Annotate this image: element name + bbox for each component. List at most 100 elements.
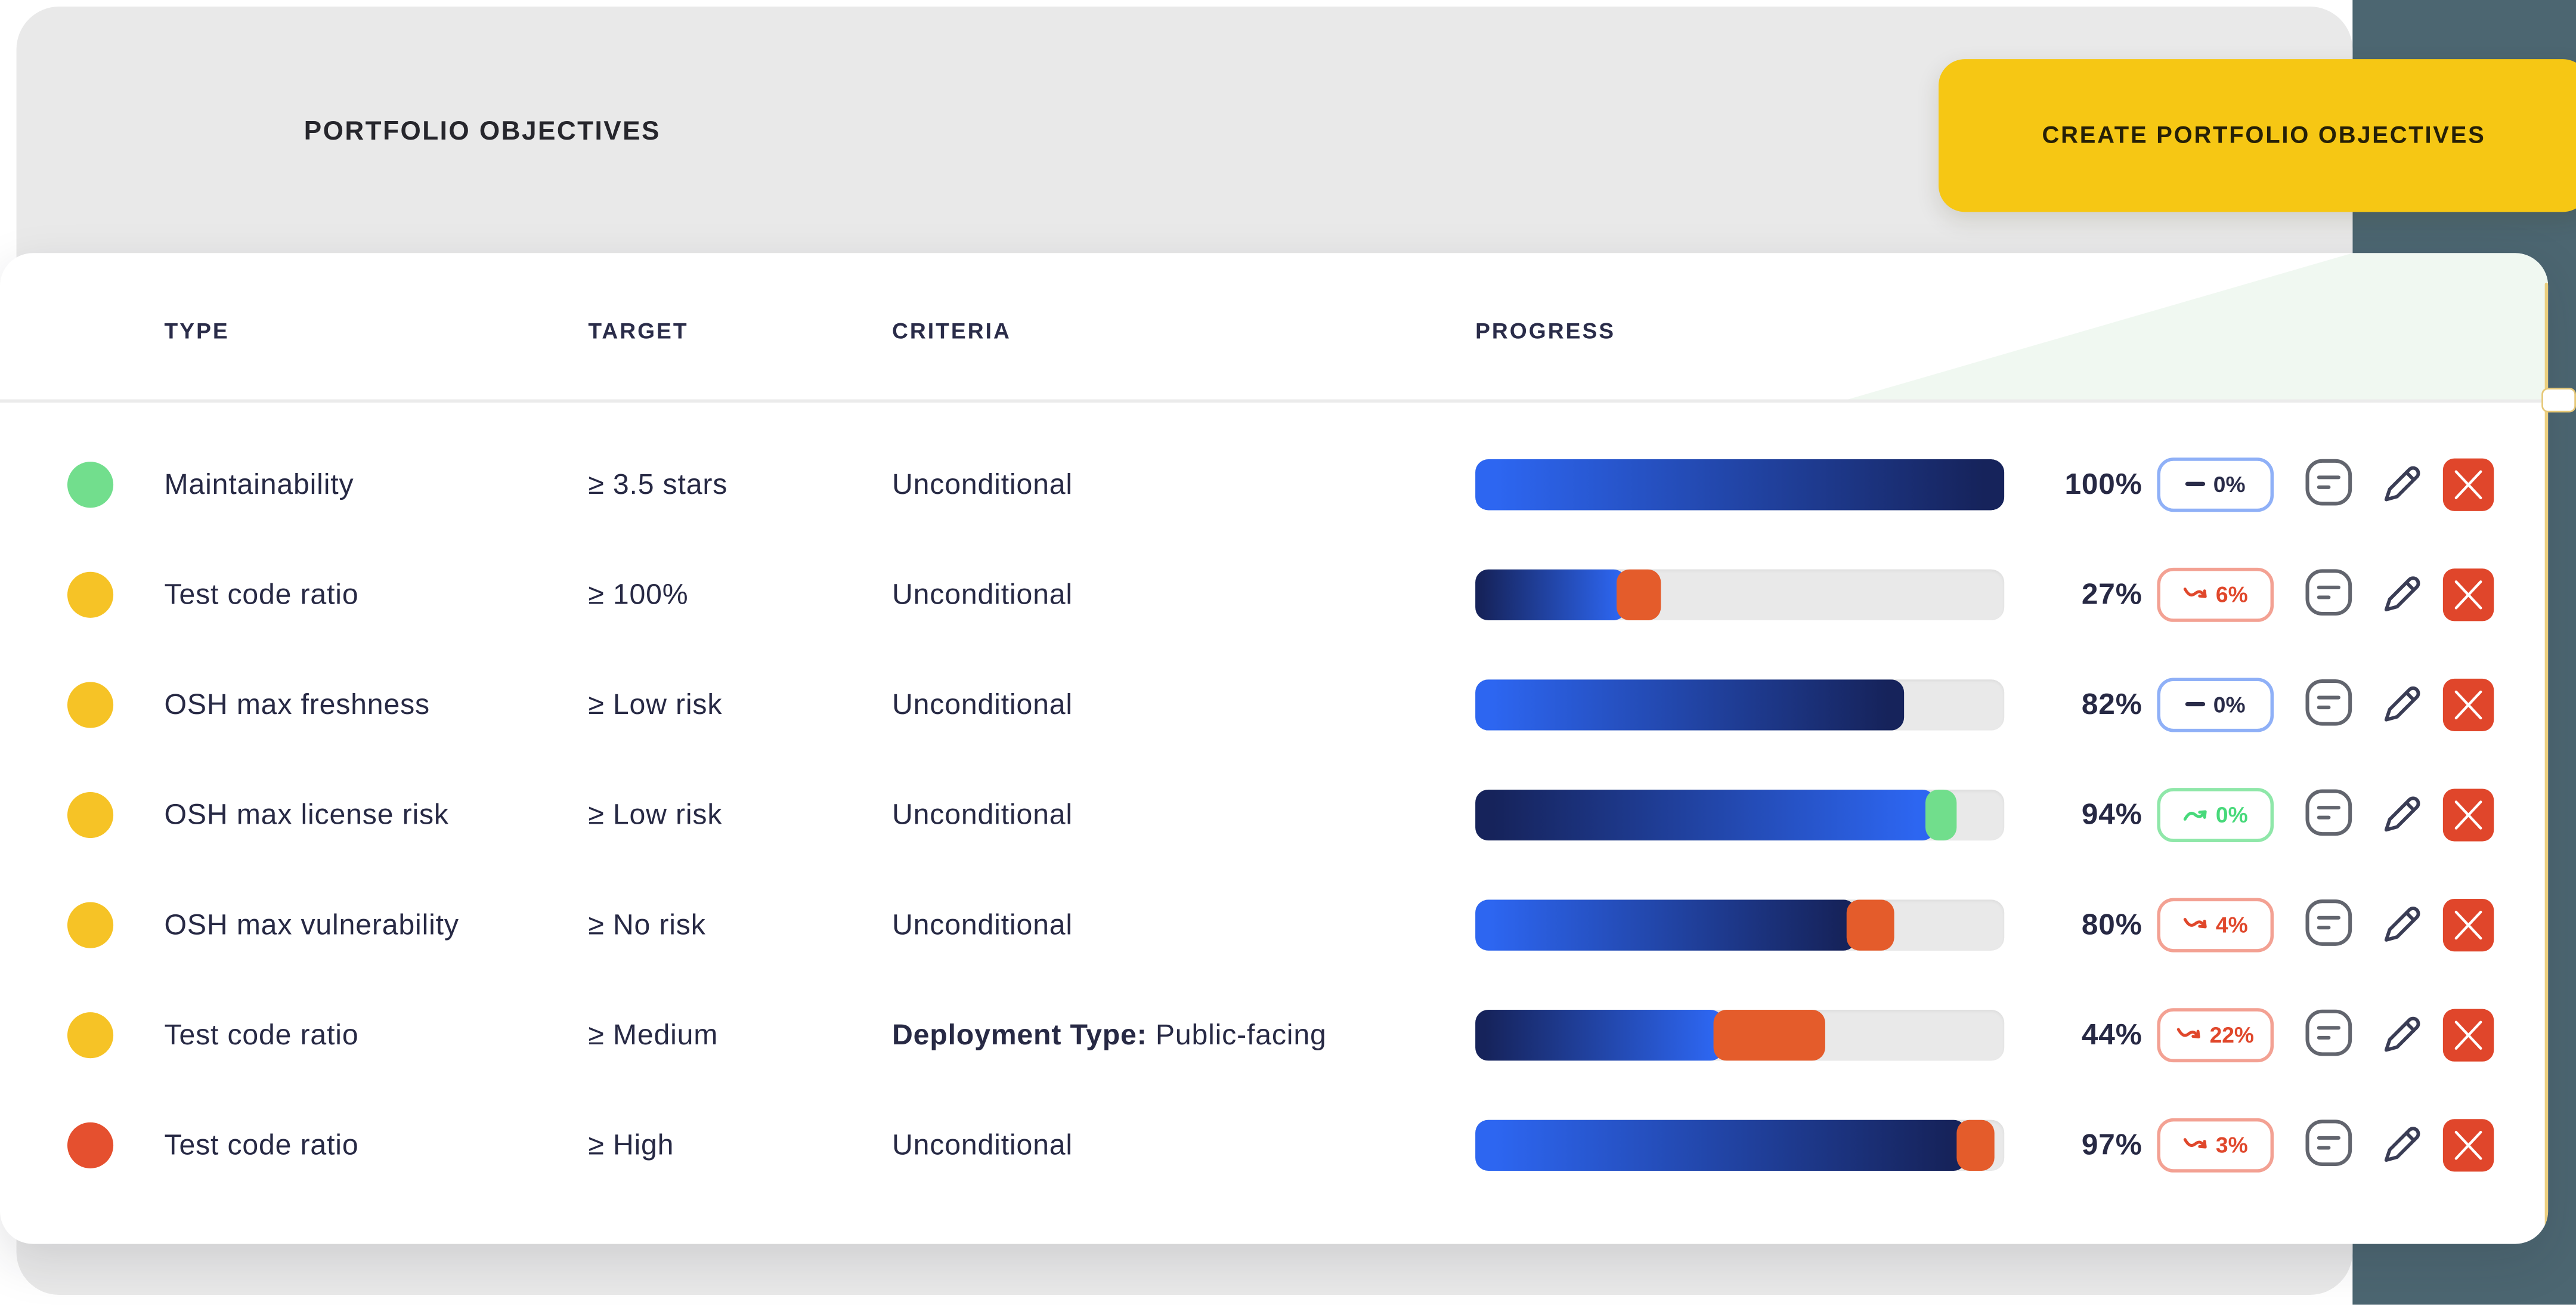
progress-percent: 44% (2081, 1017, 2142, 1050)
delete-x-icon[interactable] (2442, 457, 2494, 511)
objective-criteria: Unconditional (892, 577, 1073, 611)
edit-pencil-icon[interactable] (2374, 1116, 2426, 1173)
notes-icon[interactable] (2303, 786, 2354, 842)
objective-target: ≥ Medium (588, 1017, 719, 1050)
trend-down-icon (2183, 1138, 2206, 1149)
progress-segment-blue (1475, 788, 1936, 840)
delete-x-icon[interactable] (2442, 678, 2494, 731)
objectives-table-card: TYPE TARGET CRITERIA PROGRESS Maintainab… (0, 253, 2549, 1244)
notes-icon[interactable] (2303, 456, 2354, 512)
progress-bar (1475, 1009, 2005, 1060)
edit-pencil-icon[interactable] (2374, 1006, 2426, 1063)
progress-segment-accent (1925, 788, 1958, 840)
delta-value: 6% (2215, 582, 2248, 607)
delta-badge: 6% (2157, 567, 2274, 621)
table-row: Test code ratio ≥ High Unconditional 97%… (0, 1090, 2548, 1200)
scroll-handle[interactable] (2541, 388, 2576, 413)
progress-bar (1475, 678, 2005, 730)
status-dot (67, 901, 114, 948)
column-header-criteria: CRITERIA (892, 318, 1011, 344)
progress-segment-blue (1475, 1009, 1724, 1060)
column-header-target: TARGET (588, 318, 689, 344)
objective-target: ≥ No risk (588, 907, 706, 940)
criteria-value: Unconditional (892, 466, 1073, 500)
delete-x-icon[interactable] (2442, 1118, 2494, 1171)
edit-pencil-icon[interactable] (2374, 896, 2426, 953)
objective-type: OSH max vulnerability (164, 907, 459, 940)
notes-icon[interactable] (2303, 1117, 2354, 1173)
edit-pencil-icon[interactable] (2374, 675, 2426, 732)
status-dot (67, 571, 114, 617)
progress-percent: 80% (2081, 907, 2142, 940)
objective-criteria: Unconditional (892, 687, 1073, 722)
progress-bar (1475, 899, 2005, 950)
status-dot (67, 1121, 114, 1168)
table-row: Maintainability ≥ 3.5 stars Unconditiona… (0, 429, 2548, 539)
criteria-value: Unconditional (892, 1127, 1073, 1161)
progress-bar (1475, 568, 2005, 620)
delta-badge: 22% (2157, 1007, 2274, 1062)
objective-target: ≥ 100% (588, 577, 689, 610)
objective-criteria: Unconditional (892, 907, 1073, 942)
delta-value: 22% (2209, 1022, 2255, 1047)
progress-segment-blue (1475, 458, 2005, 510)
table-row: OSH max license risk ≥ Low risk Uncondit… (0, 759, 2548, 870)
header-separator-line (0, 399, 2549, 403)
progress-segment-blue (1475, 899, 1856, 950)
objective-criteria: Unconditional (892, 1127, 1073, 1162)
delta-badge: 4% (2157, 897, 2274, 952)
objectives-list: Maintainability ≥ 3.5 stars Unconditiona… (0, 403, 2548, 1199)
progress-segment-blue (1475, 678, 1904, 730)
criteria-value: Public-facing (1147, 1017, 1327, 1050)
criteria-value: Unconditional (892, 797, 1073, 830)
trend-up-icon (2183, 810, 2206, 821)
edit-pencil-icon[interactable] (2374, 455, 2426, 512)
objective-type: OSH max license risk (164, 797, 449, 830)
create-portfolio-objectives-button[interactable]: CREATE PORTFOLIO OBJECTIVES (1939, 59, 2576, 212)
trend-flat-icon (2185, 481, 2206, 486)
progress-segment-blue (1475, 568, 1626, 620)
table-row: Test code ratio ≥ 100% Unconditional 27%… (0, 539, 2548, 650)
delta-value: 4% (2215, 912, 2248, 937)
delete-x-icon[interactable] (2442, 567, 2494, 621)
progress-percent: 27% (2081, 577, 2142, 610)
edit-pencil-icon[interactable] (2374, 786, 2426, 843)
progress-segment-accent (1846, 899, 1894, 950)
delta-badge: 0% (2157, 456, 2274, 511)
objective-type: Test code ratio (164, 577, 359, 610)
objective-target: ≥ 3.5 stars (588, 466, 728, 500)
progress-segment-blue (1475, 1119, 1968, 1170)
objective-criteria: Deployment Type: Public-facing (892, 1017, 1327, 1052)
objective-criteria: Unconditional (892, 797, 1073, 831)
delta-badge: 0% (2157, 787, 2274, 842)
column-header-progress: PROGRESS (1475, 318, 1616, 344)
edit-pencil-icon[interactable] (2374, 565, 2426, 623)
notes-icon[interactable] (2303, 676, 2354, 732)
table-row: Test code ratio ≥ Medium Deployment Type… (0, 979, 2548, 1090)
table-row: OSH max freshness ≥ Low risk Uncondition… (0, 649, 2548, 759)
delete-x-icon[interactable] (2442, 1008, 2494, 1061)
delete-x-icon[interactable] (2442, 788, 2494, 841)
notes-icon[interactable] (2303, 1006, 2354, 1062)
delta-badge: 0% (2157, 677, 2274, 732)
objective-type: Maintainability (164, 466, 354, 500)
delta-value: 0% (2213, 691, 2246, 717)
column-header-type: TYPE (164, 318, 230, 344)
status-dot (67, 460, 114, 507)
progress-bar (1475, 788, 2005, 840)
progress-percent: 97% (2081, 1127, 2142, 1161)
delta-value: 3% (2215, 1132, 2248, 1157)
status-dot (67, 791, 114, 837)
notes-icon[interactable] (2303, 566, 2354, 622)
progress-bar (1475, 458, 2005, 510)
progress-bar (1475, 1119, 2005, 1170)
progress-segment-accent (1714, 1009, 1825, 1060)
trend-down-icon (2183, 917, 2206, 929)
page-title: PORTFOLIO OBJECTIVES (304, 118, 661, 147)
objective-target: ≥ Low risk (588, 686, 723, 720)
progress-segment-accent (1616, 568, 1661, 620)
notes-icon[interactable] (2303, 896, 2354, 953)
delete-x-icon[interactable] (2442, 898, 2494, 951)
progress-segment-accent (1957, 1119, 1995, 1170)
table-header-row: TYPE TARGET CRITERIA PROGRESS (0, 253, 2548, 399)
